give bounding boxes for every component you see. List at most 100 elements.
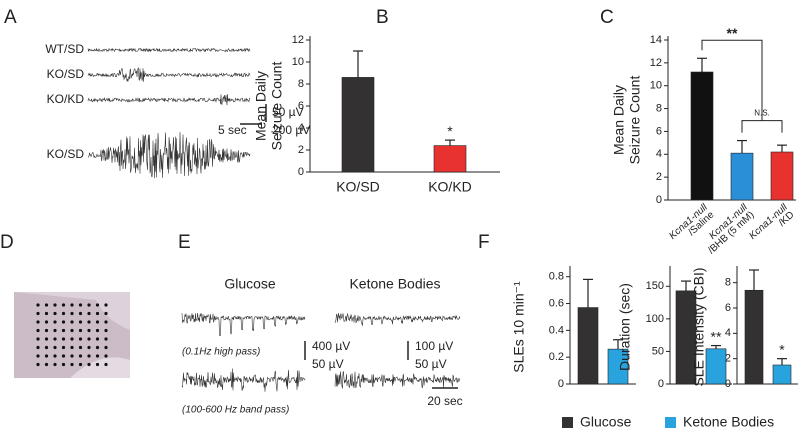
electrode xyxy=(70,345,74,350)
electrode xyxy=(87,354,91,358)
y-tick-label: 0.6 xyxy=(549,297,564,309)
electrode-grid xyxy=(36,303,108,367)
electrode xyxy=(61,311,66,316)
electrode xyxy=(61,303,66,307)
y-axis-label: Mean Daily xyxy=(611,85,627,155)
y-tick-label: 100 xyxy=(646,313,664,325)
y-tick-label: 50 xyxy=(652,345,664,357)
electrode xyxy=(95,362,100,367)
y-tick-label: 12 xyxy=(292,34,304,46)
y-tick-label: 8 xyxy=(298,78,304,90)
significance: N.S. xyxy=(754,109,770,118)
electrode xyxy=(53,354,57,358)
electrode xyxy=(78,337,83,341)
y-tick-label: 6 xyxy=(656,125,662,137)
y-tick-label: 14 xyxy=(650,34,662,46)
electrode xyxy=(104,320,108,324)
y-axis-label: Seizure Count xyxy=(627,76,643,165)
filter-label: (0.1Hz high pass) xyxy=(182,347,260,358)
electrode xyxy=(87,303,91,307)
scale-label: 5 sec xyxy=(218,123,247,137)
signal-trace xyxy=(334,371,461,389)
electrode xyxy=(53,303,57,307)
significance: ** xyxy=(727,25,738,41)
y-tick-label: 4 xyxy=(298,122,304,134)
trace-label: KO/KD xyxy=(47,92,85,106)
electrode xyxy=(78,354,83,358)
electrode xyxy=(78,320,83,324)
electrode xyxy=(44,303,49,307)
electrode xyxy=(70,303,74,307)
bar xyxy=(433,145,467,173)
panel-letter: F xyxy=(478,232,490,253)
electrode xyxy=(61,362,66,367)
electrode xyxy=(61,337,66,341)
electrode xyxy=(53,337,57,341)
condition-label: Glucose xyxy=(224,276,276,292)
electrode xyxy=(36,311,40,316)
legend-swatch xyxy=(665,417,676,428)
y-tick-label: 0 xyxy=(298,166,304,178)
y-tick-label: 8 xyxy=(725,277,731,289)
legend-swatch xyxy=(562,417,573,428)
electrode xyxy=(95,311,100,316)
electrode xyxy=(78,311,83,316)
electrode xyxy=(44,354,49,358)
y-tick-label: 150 xyxy=(646,280,664,292)
y-axis-label: Duration (sec) xyxy=(617,283,633,371)
electrode xyxy=(87,362,91,367)
electrode xyxy=(87,320,91,324)
electrode xyxy=(53,320,57,324)
electrode xyxy=(44,311,49,316)
electrode xyxy=(95,320,100,324)
bracket xyxy=(701,39,763,121)
y-tick-label: 4 xyxy=(656,148,662,160)
y-tick-label: 4 xyxy=(725,327,731,339)
electrode xyxy=(44,337,49,341)
scale-label: 100 µV xyxy=(415,339,453,353)
electrode xyxy=(61,345,66,350)
condition-label: Ketone Bodies xyxy=(349,276,440,292)
y-axis-label: SLE Intensity (CBI) xyxy=(691,267,707,386)
electrode xyxy=(87,337,91,341)
trace-label: KO/SD xyxy=(47,67,85,81)
x-tick-label: KO/KD xyxy=(428,179,472,195)
electrode xyxy=(70,354,74,358)
electrode xyxy=(53,345,57,350)
electrode xyxy=(95,303,100,307)
significance: * xyxy=(779,341,785,357)
signal-trace xyxy=(334,312,461,326)
electrode xyxy=(53,328,57,333)
trace-label: KO/SD xyxy=(47,147,85,161)
y-tick-label: 0.2 xyxy=(549,351,564,363)
bar xyxy=(770,151,794,201)
bar xyxy=(690,71,714,201)
y-axis-label: Mean Daily xyxy=(253,71,269,141)
legend-label: Glucose xyxy=(580,414,632,430)
y-tick-label: 0 xyxy=(658,378,664,390)
electrode xyxy=(95,345,100,350)
panel-letter: A xyxy=(4,7,17,28)
electrode xyxy=(61,328,66,333)
legend-label: Ketone Bodies xyxy=(683,414,774,430)
electrode xyxy=(87,345,91,350)
electrode xyxy=(36,303,40,307)
bar xyxy=(744,289,764,385)
x-tick-label: KO/SD xyxy=(336,179,380,195)
panel-letter: C xyxy=(600,7,614,28)
significance: * xyxy=(447,123,453,139)
electrode xyxy=(36,345,40,350)
electrode xyxy=(36,337,40,341)
scale-label: 200 µV xyxy=(272,123,310,137)
electrode xyxy=(95,354,100,358)
y-axis-label: SLEs 10 min⁻¹ xyxy=(511,281,527,373)
y-tick-label: 10 xyxy=(650,80,662,92)
electrode xyxy=(78,345,83,350)
signal-trace xyxy=(87,47,251,53)
trace-label: WT/SD xyxy=(45,42,84,56)
bar xyxy=(341,77,375,173)
y-tick-label: 12 xyxy=(650,57,662,69)
signal-trace xyxy=(87,94,251,106)
electrode xyxy=(44,328,49,333)
